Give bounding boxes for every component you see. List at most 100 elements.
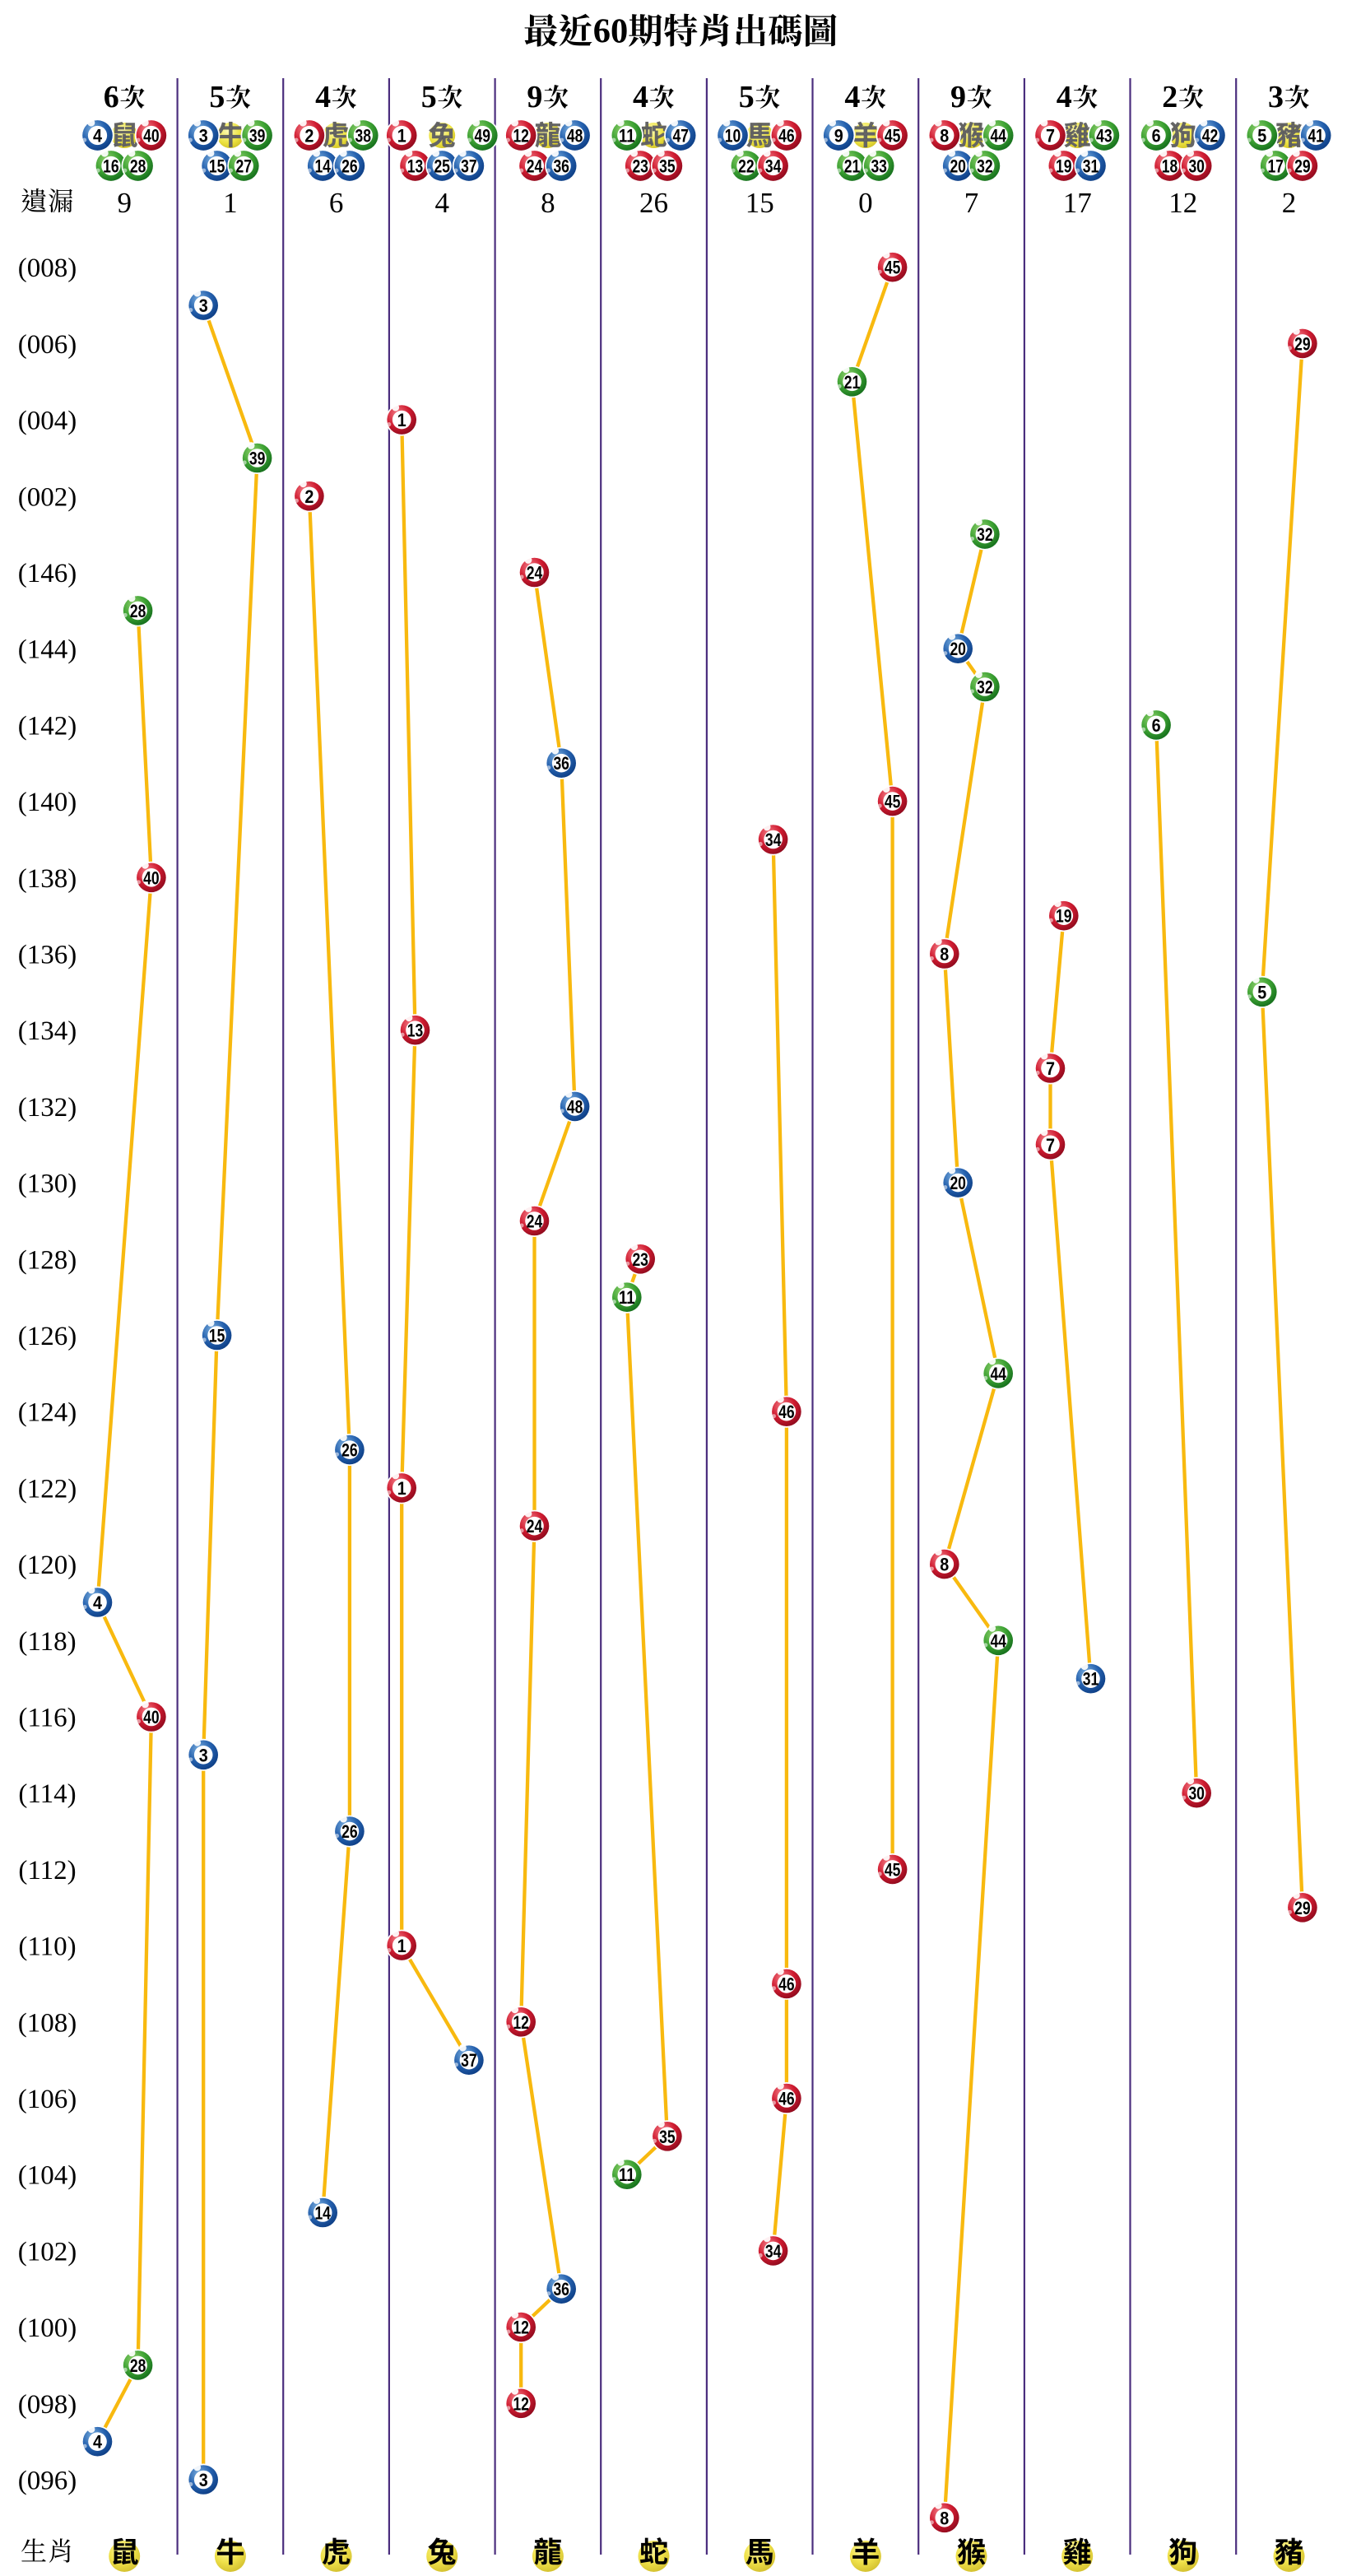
svg-text:35: 35	[659, 156, 676, 177]
svg-text:21: 21	[844, 156, 861, 177]
svg-text:8: 8	[940, 126, 949, 146]
svg-text:9: 9	[834, 126, 843, 146]
svg-text:32: 32	[977, 524, 993, 545]
svg-text:(116): (116)	[18, 1704, 76, 1733]
svg-text:(120): (120)	[18, 1551, 77, 1580]
svg-text:29: 29	[1294, 333, 1311, 354]
svg-text:42: 42	[1202, 126, 1219, 146]
svg-text:17: 17	[1063, 187, 1092, 219]
svg-text:12: 12	[513, 2012, 529, 2033]
svg-text:(136): (136)	[18, 941, 77, 970]
svg-text:33: 33	[871, 156, 887, 177]
svg-text:(106): (106)	[18, 2085, 77, 2114]
svg-text:26: 26	[639, 187, 668, 219]
svg-text:24: 24	[527, 563, 543, 584]
svg-text:5: 5	[1257, 982, 1266, 1002]
svg-text:28: 28	[130, 156, 146, 177]
svg-text:47: 47	[672, 126, 689, 146]
svg-text:38: 38	[355, 126, 372, 146]
svg-text:34: 34	[765, 830, 782, 850]
svg-text:28: 28	[130, 601, 146, 621]
svg-text:(122): (122)	[18, 1474, 77, 1504]
svg-text:44: 44	[990, 126, 1006, 146]
svg-text:5: 5	[209, 80, 225, 114]
svg-text:30: 30	[1188, 1783, 1205, 1804]
svg-text:27: 27	[236, 156, 253, 177]
svg-text:39: 39	[249, 449, 266, 469]
svg-text:45: 45	[885, 126, 901, 146]
svg-text:(096): (096)	[18, 2467, 77, 2496]
svg-text:3: 3	[199, 295, 208, 316]
svg-text:12: 12	[1168, 187, 1197, 219]
svg-text:5: 5	[739, 80, 755, 114]
svg-text:4: 4	[93, 1593, 103, 1613]
svg-text:3: 3	[199, 2470, 208, 2490]
svg-text:(104): (104)	[18, 2161, 77, 2191]
svg-text:36: 36	[553, 2279, 569, 2299]
svg-text:21: 21	[844, 372, 861, 393]
svg-text:4: 4	[633, 80, 648, 114]
svg-text:13: 13	[407, 1021, 424, 1041]
svg-text:(130): (130)	[18, 1169, 77, 1199]
svg-text:60: 60	[593, 12, 629, 51]
svg-text:22: 22	[738, 156, 755, 177]
svg-text:11: 11	[619, 126, 635, 146]
svg-text:0: 0	[858, 187, 873, 219]
svg-text:1: 1	[397, 410, 406, 430]
svg-text:14: 14	[314, 156, 331, 177]
svg-text:(124): (124)	[18, 1398, 77, 1428]
svg-text:26: 26	[341, 1440, 358, 1461]
svg-text:6: 6	[104, 80, 119, 114]
svg-text:12: 12	[513, 2318, 529, 2338]
svg-text:4: 4	[93, 2432, 103, 2453]
svg-text:31: 31	[1083, 1669, 1099, 1690]
svg-text:20: 20	[950, 156, 966, 177]
svg-text:46: 46	[778, 126, 795, 146]
svg-text:7: 7	[1046, 126, 1055, 146]
svg-text:23: 23	[632, 1249, 648, 1270]
svg-text:32: 32	[977, 677, 993, 698]
svg-text:(146): (146)	[18, 559, 77, 588]
svg-text:12: 12	[513, 126, 529, 146]
svg-text:26: 26	[341, 156, 358, 177]
svg-text:34: 34	[765, 156, 782, 177]
svg-text:18: 18	[1162, 156, 1178, 177]
svg-text:(108): (108)	[18, 2008, 77, 2038]
svg-text:6: 6	[1152, 715, 1161, 736]
svg-text:31: 31	[1083, 156, 1099, 177]
svg-text:11: 11	[619, 1287, 635, 1308]
svg-text:37: 37	[461, 156, 477, 177]
svg-text:4: 4	[434, 187, 449, 219]
svg-text:(006): (006)	[18, 330, 77, 360]
svg-text:4: 4	[844, 80, 860, 114]
svg-text:(140): (140)	[18, 788, 77, 817]
svg-text:40: 40	[143, 1707, 160, 1727]
svg-text:45: 45	[885, 258, 901, 278]
svg-text:1: 1	[223, 187, 238, 219]
svg-text:(098): (098)	[18, 2390, 77, 2420]
svg-text:8: 8	[940, 944, 949, 965]
svg-text:4: 4	[93, 126, 103, 146]
svg-text:(126): (126)	[18, 1322, 77, 1351]
svg-text:(114): (114)	[18, 1779, 76, 1809]
svg-text:17: 17	[1267, 156, 1284, 177]
svg-text:11: 11	[619, 2164, 635, 2185]
svg-text:7: 7	[964, 187, 979, 219]
svg-text:8: 8	[940, 1555, 949, 1575]
svg-text:2: 2	[1162, 80, 1178, 114]
svg-text:(100): (100)	[18, 2313, 77, 2343]
svg-text:34: 34	[765, 2241, 782, 2262]
svg-text:20: 20	[950, 639, 966, 659]
svg-text:3: 3	[1268, 80, 1284, 114]
svg-text:(004): (004)	[18, 407, 77, 436]
svg-text:36: 36	[553, 156, 569, 177]
svg-text:15: 15	[209, 1326, 225, 1346]
svg-text:46: 46	[778, 2089, 795, 2109]
svg-text:9: 9	[527, 80, 542, 114]
svg-text:3: 3	[199, 126, 208, 146]
svg-text:10: 10	[725, 126, 741, 146]
svg-text:(132): (132)	[18, 1093, 77, 1123]
svg-text:(138): (138)	[18, 864, 77, 894]
svg-text:7: 7	[1046, 1058, 1055, 1079]
svg-text:(002): (002)	[18, 482, 77, 512]
